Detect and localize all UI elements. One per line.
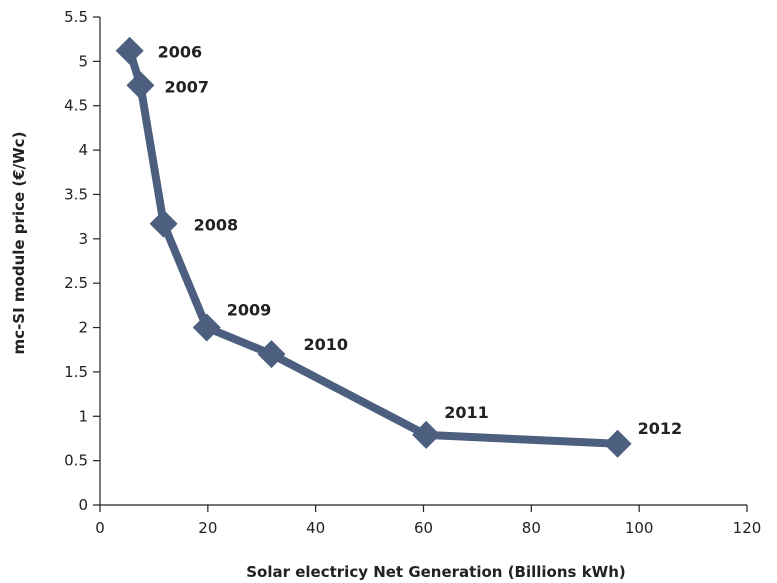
y-axis-title: mc-SI module price (€/Wc): [10, 132, 28, 355]
x-tick-label: 120: [733, 519, 762, 537]
y-tick-label: 3.5: [64, 185, 88, 203]
x-tick-label: 100: [625, 519, 654, 537]
data-point-label: 2006: [158, 43, 203, 62]
data-point-marker: [115, 36, 144, 65]
data-point-marker: [257, 340, 286, 369]
x-tick-label: 40: [306, 519, 325, 537]
y-tick-label: 5.5: [64, 8, 88, 26]
y-tick-label: 2.5: [64, 274, 88, 292]
y-tick-label: 2: [78, 319, 88, 337]
y-tick-label: 0.5: [64, 452, 88, 470]
y-tick-label: 1: [78, 407, 88, 425]
data-point-marker: [412, 420, 441, 449]
x-ticks: 0 20 40 60 80 100 120: [95, 505, 761, 537]
x-tick-label: 60: [414, 519, 433, 537]
data-point-marker: [126, 71, 155, 100]
y-tick-label: 5: [78, 52, 88, 70]
data-point-marker: [149, 209, 178, 238]
data-point-marker: [603, 429, 632, 458]
series-layer: 2006 2007 2008 2009 2010 2011 2012: [115, 36, 683, 458]
data-point-marker: [192, 313, 221, 342]
data-point-label: 2010: [303, 335, 348, 354]
y-tick-label: 1.5: [64, 363, 88, 381]
series-line: [125, 46, 622, 448]
y-ticks: 0 0.5 1 1.5 2 2.5 3 3.5 4 4.5 5 5.5: [64, 8, 100, 514]
y-tick-label: 0: [78, 496, 88, 514]
y-tick-label: 4.5: [64, 97, 88, 115]
y-tick-label: 3: [78, 230, 88, 248]
data-point-label: 2007: [164, 77, 209, 96]
x-tick-label: 80: [522, 519, 541, 537]
data-point-label: 2008: [194, 216, 239, 235]
x-tick-label: 0: [95, 519, 105, 537]
x-axis-title: Solar electricy Net Generation (Billions…: [246, 563, 626, 581]
y-tick-label: 4: [78, 141, 88, 159]
x-tick-label: 20: [198, 519, 217, 537]
data-point-label: 2011: [444, 403, 489, 422]
data-point-label: 2009: [227, 301, 272, 320]
data-point-label: 2012: [638, 419, 683, 438]
